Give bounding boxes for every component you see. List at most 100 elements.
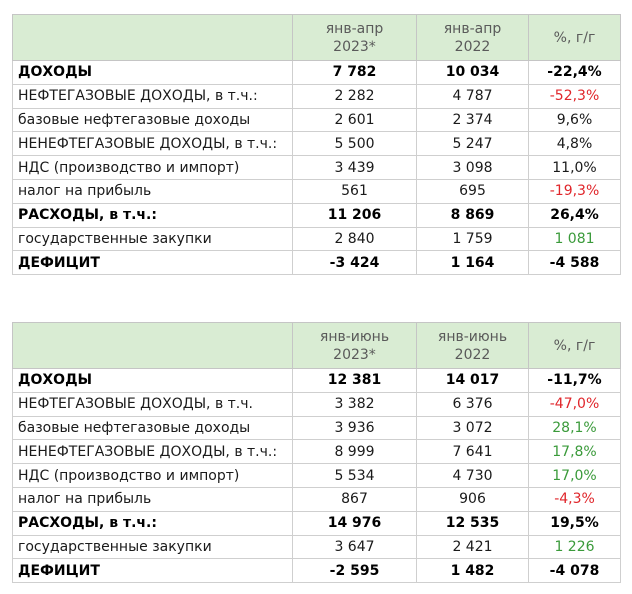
table-row: НЕНЕФТЕГАЗОВЫЕ ДОХОДЫ, в т.ч.: 8 999 7 641… (12, 439, 621, 465)
row-label: налог на прибыль (12, 486, 293, 512)
row-current-value: 5 500 (292, 131, 417, 157)
row-previous-value: 2 421 (416, 534, 529, 560)
row-current-value: 12 381 (292, 368, 417, 393)
row-previous-value: 2 374 (416, 107, 529, 133)
row-current-value: 3 647 (292, 534, 417, 560)
table-row: НДС (производство и импорт) 3 439 3 098 11,… (12, 155, 621, 180)
table-row: ДЕФИЦИТ -3 424 1 164 -4 588 (12, 250, 621, 276)
row-label: НЕФТЕГАЗОВЫЕ ДОХОДЫ, в т.ч.: (12, 83, 293, 109)
row-label: государственные закупки (12, 226, 293, 252)
budget-table-jan-jun: янв-июнь 2023* янв-июнь 2022 %, г/г ДОХОДЫ… (12, 322, 621, 584)
row-change-value: 4,8% (528, 131, 621, 157)
table-row: ДОХОДЫ 7 782 10 034 -22,4% (12, 60, 621, 85)
row-previous-value: 8 869 (416, 202, 529, 228)
row-label: налог на прибыль (12, 178, 293, 204)
table-row: РАСХОДЫ, в т.ч.: 11 206 8 869 26,4% (12, 202, 621, 228)
row-label: государственные закупки (12, 534, 293, 560)
row-previous-value: 10 034 (416, 60, 529, 85)
row-current-value: 2 282 (292, 83, 417, 109)
table-row: базовые нефтегазовые доходы 3 936 3 072 28,… (12, 415, 621, 441)
row-current-value: 8 999 (292, 439, 417, 465)
row-change-value: 19,5% (528, 510, 621, 536)
table-row: НЕФТЕГАЗОВЫЕ ДОХОДЫ, в т.ч. 3 382 6 376 -47… (12, 391, 621, 417)
row-current-value: 3 936 (292, 415, 417, 441)
row-label: НЕФТЕГАЗОВЫЕ ДОХОДЫ, в т.ч. (12, 391, 293, 417)
row-change-value: 17,8% (528, 439, 621, 465)
row-current-value: 5 534 (292, 463, 417, 488)
row-current-value: 561 (292, 178, 417, 204)
row-change-value: 11,0% (528, 155, 621, 180)
row-change-value: 1 081 (528, 226, 621, 252)
row-previous-value: 695 (416, 178, 529, 204)
row-label: ДОХОДЫ (12, 60, 293, 85)
row-current-value: 2 840 (292, 226, 417, 252)
row-label: базовые нефтегазовые доходы (12, 107, 293, 133)
row-label: НЕНЕФТЕГАЗОВЫЕ ДОХОДЫ, в т.ч.: (12, 439, 293, 465)
row-current-value: -2 595 (292, 558, 417, 584)
row-change-value: 26,4% (528, 202, 621, 228)
row-change-value: -4 588 (528, 250, 621, 276)
table-row: НЕНЕФТЕГАЗОВЫЕ ДОХОДЫ, в т.ч.: 5 500 5 247… (12, 131, 621, 157)
row-previous-value: 1 759 (416, 226, 529, 252)
header-previous-period: янв-апр 2022 (416, 14, 529, 61)
row-previous-value: 7 641 (416, 439, 529, 465)
row-change-value: -22,4% (528, 60, 621, 85)
row-current-value: 3 382 (292, 391, 417, 417)
row-current-value: 14 976 (292, 510, 417, 536)
budget-table-jan-apr: янв-апр 2023* янв-апр 2022 %, г/г ДОХОДЫ 7 … (12, 14, 621, 276)
row-previous-value: 6 376 (416, 391, 529, 417)
header-change: %, г/г (528, 322, 621, 369)
row-current-value: -3 424 (292, 250, 417, 276)
row-current-value: 11 206 (292, 202, 417, 228)
row-change-value: 17,0% (528, 463, 621, 488)
table-row: налог на прибыль 867 906 -4,3% (12, 486, 621, 512)
table-header-row: янв-июнь 2023* янв-июнь 2022 %, г/г (12, 322, 621, 369)
table-body: ДОХОДЫ 7 782 10 034 -22,4% НЕФТЕГАЗОВЫЕ ДОХО… (12, 60, 621, 276)
row-previous-value: 3 098 (416, 155, 529, 180)
row-previous-value: 1 482 (416, 558, 529, 584)
row-current-value: 2 601 (292, 107, 417, 133)
header-label-cell (12, 322, 293, 369)
row-previous-value: 1 164 (416, 250, 529, 276)
table-row: базовые нефтегазовые доходы 2 601 2 374 9,6… (12, 107, 621, 133)
row-change-value: 9,6% (528, 107, 621, 133)
row-previous-value: 4 787 (416, 83, 529, 109)
row-previous-value: 14 017 (416, 368, 529, 393)
table-row: ДЕФИЦИТ -2 595 1 482 -4 078 (12, 558, 621, 584)
table-row: ДОХОДЫ 12 381 14 017 -11,7% (12, 368, 621, 393)
row-label: РАСХОДЫ, в т.ч.: (12, 202, 293, 228)
row-previous-value: 3 072 (416, 415, 529, 441)
row-change-value: -47,0% (528, 391, 621, 417)
table-body: ДОХОДЫ 12 381 14 017 -11,7% НЕФТЕГАЗОВЫЕ ДОХ… (12, 368, 621, 584)
row-label: ДОХОДЫ (12, 368, 293, 393)
row-current-value: 867 (292, 486, 417, 512)
row-label: РАСХОДЫ, в т.ч.: (12, 510, 293, 536)
table-row: государственные закупки 3 647 2 421 1 226 (12, 534, 621, 560)
row-current-value: 3 439 (292, 155, 417, 180)
table-row: РАСХОДЫ, в т.ч.: 14 976 12 535 19,5% (12, 510, 621, 536)
row-previous-value: 12 535 (416, 510, 529, 536)
row-change-value: -19,3% (528, 178, 621, 204)
row-label: НЕНЕФТЕГАЗОВЫЕ ДОХОДЫ, в т.ч.: (12, 131, 293, 157)
row-change-value: -11,7% (528, 368, 621, 393)
row-previous-value: 4 730 (416, 463, 529, 488)
row-label: НДС (производство и импорт) (12, 155, 293, 180)
row-previous-value: 906 (416, 486, 529, 512)
row-change-value: -4,3% (528, 486, 621, 512)
row-change-value: -52,3% (528, 83, 621, 109)
row-label: базовые нефтегазовые доходы (12, 415, 293, 441)
header-previous-period: янв-июнь 2022 (416, 322, 529, 369)
table-row: налог на прибыль 561 695 -19,3% (12, 178, 621, 204)
row-label: НДС (производство и импорт) (12, 463, 293, 488)
header-change: %, г/г (528, 14, 621, 61)
row-current-value: 7 782 (292, 60, 417, 85)
header-current-period: янв-апр 2023* (292, 14, 417, 61)
row-change-value: 28,1% (528, 415, 621, 441)
row-change-value: -4 078 (528, 558, 621, 584)
row-change-value: 1 226 (528, 534, 621, 560)
table-row: НЕФТЕГАЗОВЫЕ ДОХОДЫ, в т.ч.: 2 282 4 787 -5… (12, 83, 621, 109)
table-header-row: янв-апр 2023* янв-апр 2022 %, г/г (12, 14, 621, 61)
row-previous-value: 5 247 (416, 131, 529, 157)
header-label-cell (12, 14, 293, 61)
table-row: НДС (производство и импорт) 5 534 4 730 17,… (12, 463, 621, 488)
